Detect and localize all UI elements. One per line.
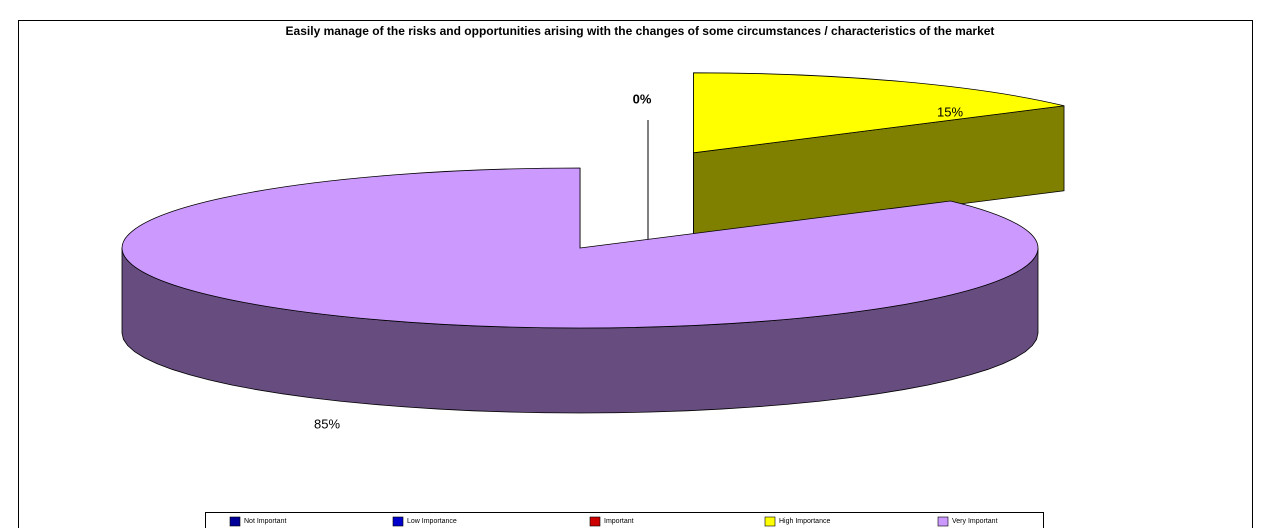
legend-swatch [589,516,601,527]
data-label: 15% [937,104,963,119]
pie-slice [121,167,1039,414]
pie-slice-top [693,72,1065,154]
legend-box [205,512,1044,528]
legend-label: Low Importance [407,518,457,525]
legend-swatch [229,516,241,527]
data-label: 0% [633,91,652,106]
legend-swatch [764,516,776,527]
legend-label: Not Important [244,518,286,525]
legend-swatch [392,516,404,527]
chart-title: Easily manage of the risks and opportuni… [286,24,995,38]
legend-label: High Importance [779,518,830,525]
data-label: 85% [314,416,340,431]
legend-label: Important [604,518,634,525]
pie-slice [693,72,1065,239]
legend-label: Very Important [952,518,998,525]
pie-slice-top [121,167,1039,329]
legend-swatch [937,516,949,527]
